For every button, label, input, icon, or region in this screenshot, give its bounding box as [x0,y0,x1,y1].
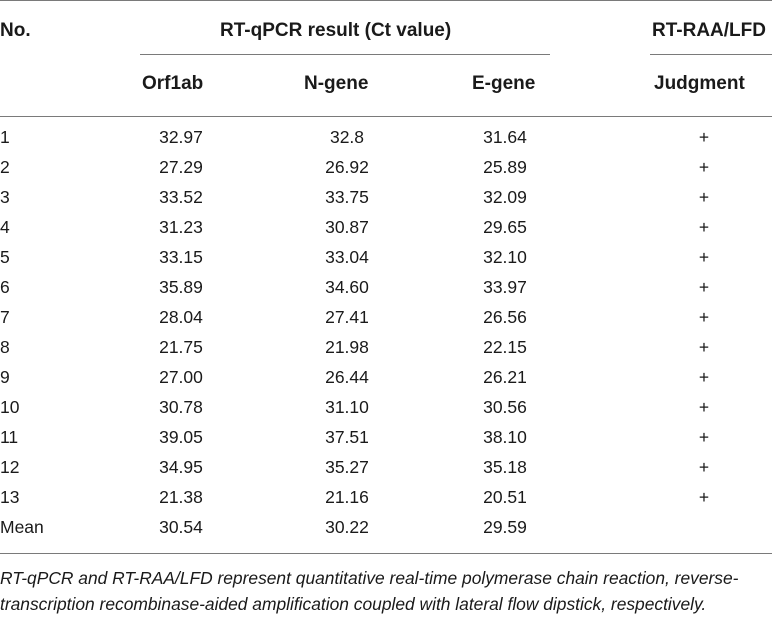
cell-orf1ab: 27.29 [159,157,203,177]
cell-orf1ab: 33.15 [159,247,203,267]
cell-no: 2 [0,157,10,177]
cell-judgment: + [698,157,710,177]
header-ngene: N-gene [304,73,369,94]
cell-judgment: + [698,187,710,207]
cell-orf1ab: 35.89 [159,277,203,297]
cell-no: 3 [0,187,10,207]
cell-judgment: + [698,217,710,237]
cell-judgment: + [698,337,710,357]
table-top-rule [0,0,772,1]
cell-orf1ab: 32.97 [159,127,203,147]
cell-no: 1 [0,127,10,147]
cell-egene: 32.10 [483,247,527,267]
header-judgment: Judgment [654,73,745,94]
cell-judgment: + [698,487,710,507]
cell-egene: 30.56 [483,397,527,417]
cell-no: 5 [0,247,10,267]
cell-ngene: 37.51 [325,427,369,447]
cell-no: 7 [0,307,10,327]
cell-ngene: 21.16 [325,487,369,507]
header-bottom-rule [0,116,772,117]
cell-judgment: + [698,457,710,477]
cell-orf1ab: 34.95 [159,457,203,477]
cell-ngene: 31.10 [325,397,369,417]
cell-orf1ab: 30.78 [159,397,203,417]
table-bottom-rule [0,553,772,554]
header-rtraa-group: RT-RAA/LFD [652,20,766,41]
cell-egene: 26.56 [483,307,527,327]
header-no: No. [0,20,31,41]
header-rtqpcr-group: RT-qPCR result (Ct value) [220,20,452,41]
cell-ngene: 33.75 [325,187,369,207]
cell-egene: 26.21 [483,367,527,387]
cell-ngene: 35.27 [325,457,369,477]
cell-egene: 38.10 [483,427,527,447]
cell-egene: 29.59 [483,517,527,537]
cell-orf1ab: 28.04 [159,307,203,327]
cell-no: 11 [0,427,19,447]
cell-judgment: + [698,127,710,147]
header-egene: E-gene [472,73,536,94]
cell-judgment: + [698,277,710,297]
cell-no: 4 [0,217,10,237]
cell-no: 8 [0,337,10,357]
rtqpcr-group-rule [140,54,550,55]
cell-ngene: 30.87 [325,217,369,237]
cell-egene: 25.89 [483,157,527,177]
cell-no: 10 [0,397,20,417]
table-footnote: RT-qPCR and RT-RAA/LFD represent quantit… [0,568,739,614]
cell-ngene: 26.92 [325,157,369,177]
cell-judgment: + [698,397,710,417]
cell-judgment: + [698,307,710,327]
cell-judgment: + [698,427,710,447]
rtraa-group-rule [650,54,772,55]
cell-no: 9 [0,367,10,387]
cell-orf1ab: 21.75 [159,337,203,357]
cell-judgment: + [698,367,710,387]
cell-orf1ab: 21.38 [159,487,203,507]
cell-orf1ab: 30.54 [159,517,203,537]
cell-egene: 31.64 [483,127,527,147]
header-orf1ab: Orf1ab [142,73,204,94]
cell-ngene: 30.22 [325,517,369,537]
cell-orf1ab: 31.23 [159,217,203,237]
cell-egene: 29.65 [483,217,527,237]
cell-no: 12 [0,457,20,477]
cell-egene: 22.15 [483,337,527,357]
cell-ngene: 26.44 [325,367,369,387]
cell-egene: 35.18 [483,457,527,477]
cell-no: 13 [0,487,20,507]
cell-orf1ab: 39.05 [159,427,203,447]
cell-ngene: 21.98 [325,337,369,357]
cell-no: Mean [0,517,44,537]
cell-orf1ab: 27.00 [159,367,203,387]
cell-orf1ab: 33.52 [159,187,203,207]
cell-egene: 20.51 [483,487,527,507]
cell-egene: 32.09 [483,187,527,207]
cell-no: 6 [0,277,10,297]
cell-ngene: 33.04 [325,247,369,267]
cell-ngene: 34.60 [325,277,369,297]
cell-ngene: 32.8 [329,127,365,147]
cell-ngene: 27.41 [325,307,369,327]
cell-egene: 33.97 [483,277,527,297]
cell-judgment: + [698,247,710,267]
